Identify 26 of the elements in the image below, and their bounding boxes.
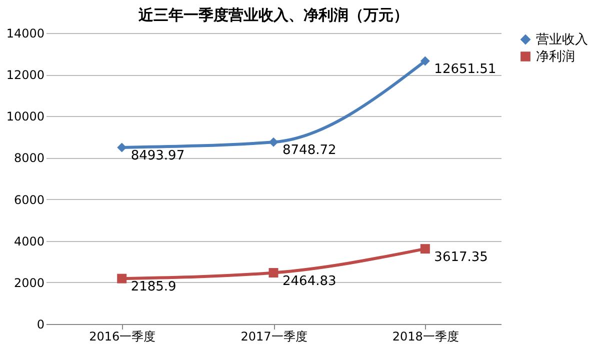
point <box>117 274 127 284</box>
point <box>117 142 127 152</box>
y-tick-label: 0 <box>36 318 44 332</box>
y-tick-label: 12000 <box>6 68 44 82</box>
point <box>420 56 430 66</box>
point <box>268 137 278 147</box>
y-tick-label: 8000 <box>14 151 44 166</box>
point <box>420 244 430 254</box>
point <box>268 268 278 278</box>
chart-title: 近三年一季度营业收入、净利润（万元） <box>138 6 408 24</box>
data-label: 3617.35 <box>434 250 488 265</box>
data-label: 2185.9 <box>130 280 176 295</box>
y-tick-label: 10000 <box>6 110 44 124</box>
data-label: 2464.83 <box>282 274 336 289</box>
data-label: 12651.51 <box>434 62 496 78</box>
y-tick-label: 14000 <box>6 26 44 40</box>
data-label: 8748.72 <box>282 143 336 158</box>
x-tick-label: 2016一季度 <box>89 330 156 344</box>
y-tick-label: 4000 <box>14 234 44 248</box>
x-tick-label: 2017一季度 <box>240 330 308 344</box>
legend-label: 净利润 <box>536 50 575 64</box>
y-tick-label: 6000 <box>14 192 44 207</box>
data-label: 8493.97 <box>130 148 185 164</box>
y-tick-label: 2000 <box>14 276 44 290</box>
x-tick-label: 2018一季度 <box>392 330 459 344</box>
legend-label: 营业收入 <box>536 32 588 48</box>
